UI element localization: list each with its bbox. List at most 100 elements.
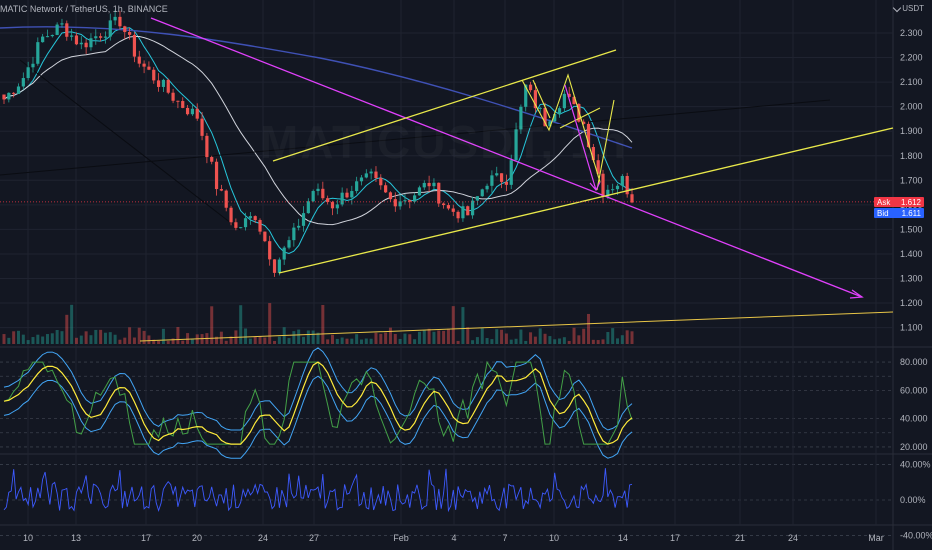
- candle-body: [388, 192, 393, 200]
- volume-bar: [533, 336, 537, 344]
- candle-body: [16, 86, 21, 94]
- candle-body: [379, 178, 383, 186]
- candle-body: [403, 200, 407, 202]
- volume-bar: [142, 330, 146, 344]
- volume-bar: [161, 328, 165, 344]
- candle-body: [553, 114, 557, 122]
- channel-upper-line: [272, 49, 617, 162]
- candle-body: [89, 38, 93, 48]
- volume-bar: [171, 338, 175, 344]
- volume-bar: [65, 314, 69, 344]
- volume-bar: [432, 331, 436, 344]
- candle-body: [253, 216, 257, 221]
- candle-body: [533, 90, 537, 109]
- candle-body: [427, 182, 431, 187]
- candle-body: [272, 259, 277, 273]
- candle-body: [355, 181, 359, 192]
- candle-body: [147, 66, 151, 70]
- rsi-upper-band: [3, 347, 633, 431]
- candle-body: [70, 35, 74, 37]
- volume-bar: [147, 335, 151, 344]
- time-tick-label: 4: [451, 533, 456, 543]
- candle-body: [499, 173, 504, 182]
- volume-bar: [500, 329, 504, 344]
- candle-body: [384, 185, 388, 193]
- drawings[interactable]: [0, 17, 894, 342]
- symbol-title[interactable]: MATIC Network / TetherUS, 1h, BINANCE: [0, 4, 168, 14]
- time-tick-label: Mar: [868, 533, 884, 543]
- candle-body: [103, 36, 108, 38]
- volume-bar: [60, 331, 64, 344]
- candle-body: [239, 227, 243, 229]
- volume-bar: [577, 335, 581, 344]
- volume-bar: [562, 337, 566, 344]
- candle-body: [200, 118, 204, 136]
- volume-trendline: [139, 311, 894, 342]
- time-tick-label: 21: [735, 533, 745, 543]
- candle-body: [84, 42, 88, 48]
- candle-body: [306, 201, 310, 214]
- candle-body: [166, 79, 170, 93]
- candle-body: [601, 173, 605, 197]
- volume-bar: [7, 337, 11, 344]
- wedge-drawing: [532, 79, 615, 191]
- volume-bar: [99, 329, 103, 344]
- candle-body: [630, 194, 634, 203]
- ask-tag: Ask 1.612: [874, 197, 924, 207]
- volume-bar: [84, 331, 88, 344]
- candle-body: [185, 107, 190, 115]
- price-tick-label: 2.000: [900, 102, 923, 112]
- volume-bar: [176, 327, 180, 344]
- candle-body: [156, 80, 161, 87]
- volume-bar: [108, 332, 112, 344]
- candle-body: [26, 67, 30, 79]
- volume-bar: [427, 328, 431, 344]
- volume-bar: [340, 337, 344, 344]
- candle-body: [292, 227, 296, 241]
- volume-bar: [509, 339, 513, 344]
- volume-bar: [258, 336, 262, 344]
- volume-bar: [437, 330, 441, 344]
- price-tick-label: 1.100: [900, 323, 923, 333]
- rsi-signal-line: [3, 361, 633, 445]
- candle-body: [528, 84, 533, 91]
- volume-bar: [181, 340, 185, 344]
- candle-body: [408, 200, 412, 202]
- volume-bars: [2, 303, 634, 344]
- volume-bar: [359, 339, 363, 344]
- candle-body: [466, 206, 470, 216]
- price-axis[interactable]: 2.3002.2002.1002.0001.9001.8001.7001.600…: [900, 28, 932, 541]
- price-tick-label: 1.300: [900, 274, 923, 284]
- time-tick-label: 20: [192, 533, 202, 543]
- candle-body: [282, 247, 286, 260]
- volume-bar: [490, 339, 494, 344]
- currency-selector[interactable]: USDT: [892, 3, 924, 13]
- candle-body: [562, 93, 566, 109]
- volume-bar: [306, 330, 310, 344]
- volume-bar: [611, 328, 615, 344]
- volume-bar: [21, 334, 25, 344]
- price-tick-label: 1.700: [900, 175, 923, 185]
- volume-bar: [475, 337, 479, 344]
- volume-bar: [31, 337, 35, 344]
- volume-bar: [321, 304, 325, 344]
- time-tick-label: 10: [549, 533, 559, 543]
- candle-body: [210, 157, 214, 162]
- candle-body: [417, 187, 422, 196]
- volume-bar: [413, 339, 417, 344]
- time-tick-label: 17: [141, 533, 151, 543]
- candle-body: [509, 160, 513, 185]
- volume-bar: [248, 338, 252, 344]
- magenta-trendline: [150, 17, 863, 298]
- price-tick-label: 1.500: [900, 224, 923, 234]
- rsi-tick-label: 20.000: [900, 442, 928, 452]
- candle-body: [432, 182, 436, 187]
- time-tick-label: 10: [23, 533, 33, 543]
- candle-body: [277, 259, 281, 273]
- candle-body: [142, 63, 146, 67]
- volume-bar: [471, 340, 475, 344]
- candle-body: [214, 161, 219, 190]
- time-axis[interactable]: 10 13 17 20 24 27 Feb 4 7 10 14 17 21 24 Mar: [23, 533, 884, 543]
- chart-title: MATIC Network / TetherUS, 1h, BINANCE: [0, 4, 168, 14]
